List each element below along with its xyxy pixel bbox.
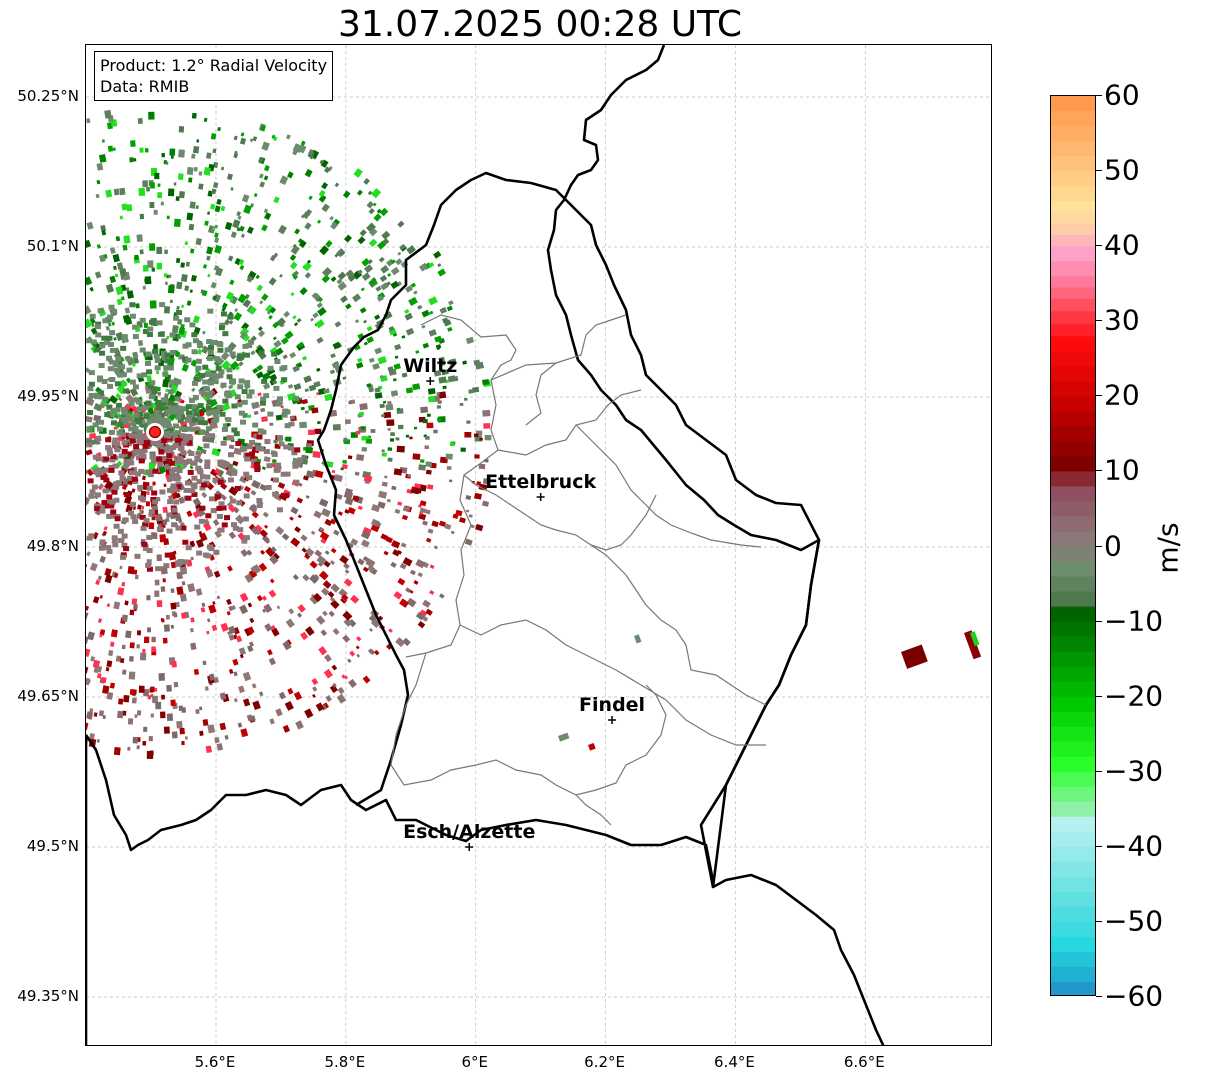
colorbar-tick-label: 30: [1104, 303, 1140, 337]
graticule: [86, 45, 991, 1045]
colorbar-tick-label: −50: [1104, 904, 1164, 938]
city-markers: Wiltz Ettelbruck Findel Esch/Alzette: [403, 355, 645, 851]
colorbar-tick-label: −30: [1104, 754, 1164, 788]
product-label: Product: 1.2° Radial Velocity: [100, 56, 328, 75]
latitude-tick: 49.35°N: [17, 987, 79, 1005]
canton-borders: [390, 314, 767, 826]
colorbar-tick-mark: [1096, 395, 1102, 397]
colorbar-tick-mark: [1096, 996, 1102, 997]
radar-echoes: [86, 109, 982, 759]
colorbar-tick-mark: [1096, 770, 1102, 772]
colorbar: [1050, 95, 1096, 996]
city-wiltz: Wiltz: [403, 355, 457, 385]
longitude-tick: 5.8°E: [324, 1053, 366, 1071]
longitude-tick: 6°E: [461, 1053, 488, 1071]
longitude-tick: 6.2°E: [584, 1053, 625, 1071]
latitude-tick: 49.5°N: [26, 837, 79, 855]
colorbar-tick-mark: [1096, 620, 1102, 622]
colorbar-tick-label: 60: [1104, 78, 1140, 112]
colorbar-tick-label: −10: [1104, 604, 1164, 638]
colorbar-tick-label: 40: [1104, 228, 1140, 262]
colorbar-tick-mark: [1096, 920, 1102, 922]
city-esch-alzette: Esch/Alzette: [403, 821, 535, 851]
colorbar-tick-mark: [1096, 245, 1102, 247]
city-label: Wiltz: [403, 355, 457, 377]
radar-site-marker: [146, 423, 164, 441]
luxembourg-border: [86, 171, 821, 889]
latitude-tick: 49.95°N: [17, 387, 79, 405]
latitude-tick: 49.65°N: [17, 687, 79, 705]
colorbar-tick-label: −40: [1104, 829, 1164, 863]
city-findel: Findel: [579, 694, 645, 724]
colorbar-tick-mark: [1096, 695, 1102, 697]
latitude-tick: 50.25°N: [17, 87, 79, 105]
radar-site-dot: [148, 425, 162, 439]
colorbar-gradient: [1051, 96, 1095, 995]
latitude-tick: 50.1°N: [26, 237, 79, 255]
map-area[interactable]: Wiltz Ettelbruck Findel Esch/Alzette: [85, 44, 992, 1046]
city-label: Findel: [579, 694, 645, 716]
longitude-tick: 6.6°E: [843, 1053, 885, 1071]
germany-border: [546, 45, 885, 1045]
city-label: Esch/Alzette: [403, 821, 535, 843]
colorbar-tick-mark: [1096, 95, 1102, 96]
colorbar-tick-mark: [1096, 845, 1102, 847]
longitude-tick: 5.6°E: [194, 1053, 236, 1071]
colorbar-tick-mark: [1096, 320, 1102, 322]
colorbar-tick-mark: [1096, 545, 1102, 547]
colorbar-tick-label: −60: [1104, 979, 1164, 1013]
country-borders: [86, 45, 885, 1045]
colorbar-label: m/s: [1151, 522, 1185, 574]
colorbar-tick-label: 50: [1104, 153, 1140, 187]
data-source-label: Data: RMIB: [100, 77, 190, 96]
city-ettelbruck: Ettelbruck: [485, 471, 596, 501]
colorbar-tick-label: 10: [1104, 453, 1140, 487]
city-label: Ettelbruck: [485, 471, 596, 493]
colorbar-tick-label: 20: [1104, 378, 1140, 412]
colorbar-tick-mark: [1096, 170, 1102, 172]
latitude-tick: 49.8°N: [26, 537, 79, 555]
chart-title: 31.07.2025 00:28 UTC: [337, 4, 743, 45]
longitude-tick: 6.4°E: [714, 1053, 755, 1071]
colorbar-tick-label: −20: [1104, 679, 1164, 713]
colorbar-tick-mark: [1096, 470, 1102, 472]
colorbar-tick-label: 0: [1104, 529, 1122, 562]
product-info-box: Product: 1.2° Radial Velocity Data: RMIB: [94, 51, 334, 101]
map-canvas: Wiltz Ettelbruck Findel Esch/Alzette: [86, 45, 991, 1045]
